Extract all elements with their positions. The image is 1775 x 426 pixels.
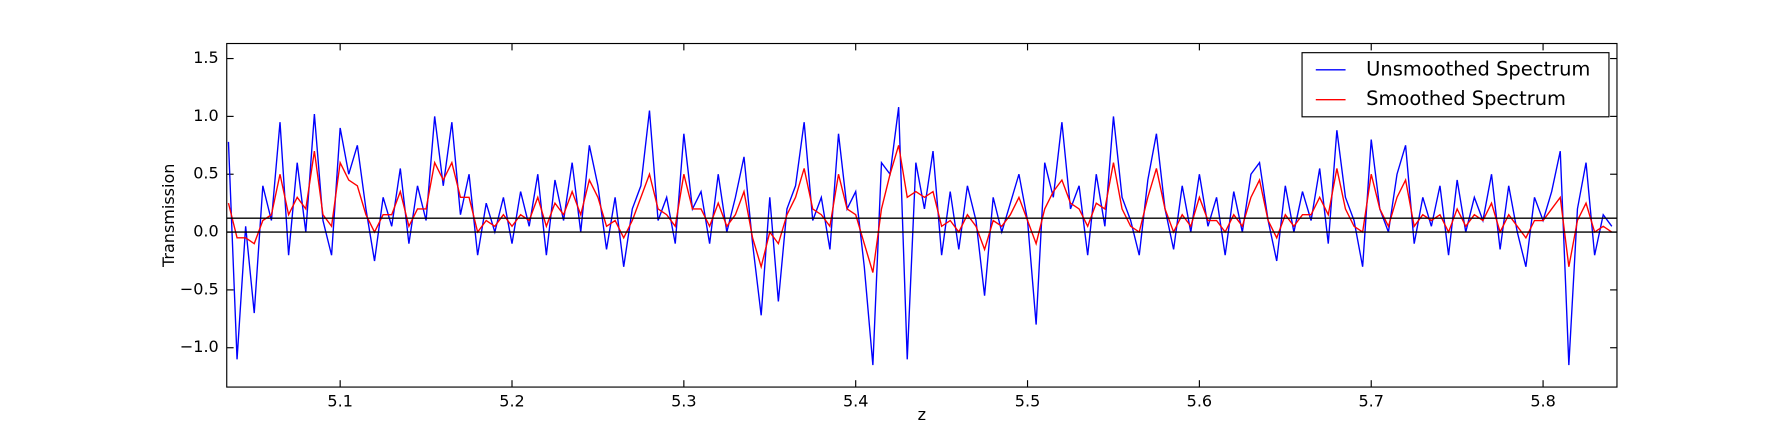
series-line — [227, 107, 1613, 366]
y-tick-label: 1.0 — [193, 106, 218, 125]
y-tick-label: 0.0 — [193, 222, 218, 241]
y-axis-label: Transmission — [159, 164, 178, 268]
y-tick-label: −0.5 — [180, 279, 219, 298]
legend: Unsmoothed Spectrum Smoothed Spectrum — [1301, 52, 1610, 118]
x-tick-label: 5.8 — [1530, 391, 1555, 410]
x-tick-label: 5.1 — [327, 391, 352, 410]
x-tick-label: 5.5 — [1015, 391, 1040, 410]
x-axis-label: z — [918, 405, 926, 424]
series-line — [227, 145, 1613, 273]
y-tick-label: 0.5 — [193, 164, 218, 183]
x-tick-label: 5.4 — [843, 391, 868, 410]
legend-box — [1301, 52, 1610, 118]
y-tick-label: 1.5 — [193, 48, 218, 67]
x-tick-label: 5.7 — [1358, 391, 1383, 410]
legend-label: Unsmoothed Spectrum — [1366, 57, 1590, 80]
legend-label: Smoothed Spectrum — [1366, 87, 1566, 110]
plot-frame — [226, 42, 1618, 388]
x-tick-label: 5.6 — [1187, 391, 1212, 410]
y-tick-label: −1.0 — [180, 337, 219, 356]
x-tick-label: 5.2 — [499, 391, 524, 410]
x-tick-label: 5.3 — [671, 391, 696, 410]
